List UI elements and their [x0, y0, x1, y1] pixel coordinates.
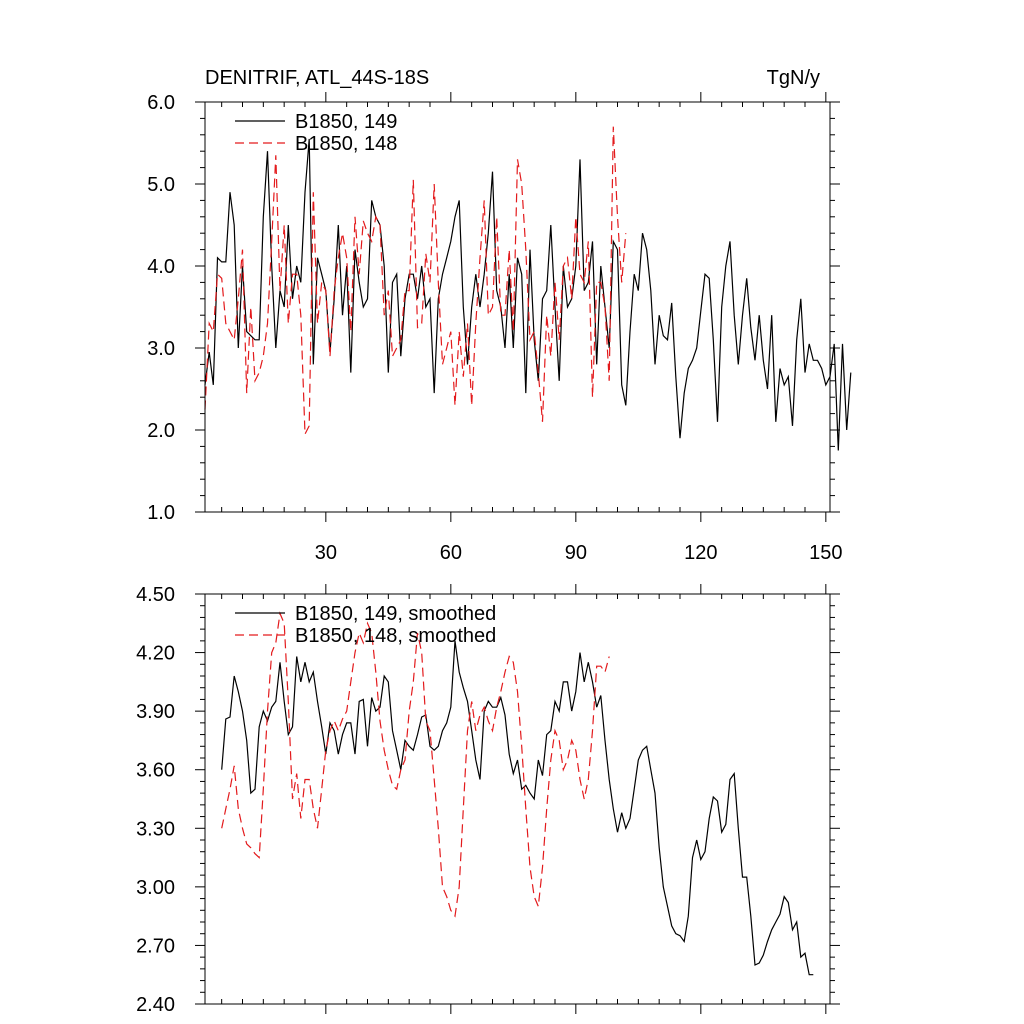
y-tick-label: 2.0	[147, 420, 175, 442]
y-tick-label: 4.0	[147, 256, 175, 278]
legend-label: B1850, 148	[295, 133, 397, 155]
series-line-run149	[204, 138, 852, 451]
y-tick-label: 1.0	[147, 502, 175, 524]
y-tick-label: 3.00	[136, 877, 175, 899]
x-tick-label: 120	[684, 542, 717, 564]
y-tick-label: 3.0	[147, 338, 175, 360]
bottom-chart-series	[221, 611, 814, 976]
y-tick-label: 4.50	[136, 584, 175, 606]
series-line-run148	[204, 126, 627, 437]
top-chart-series	[204, 126, 852, 451]
panel-title-right: TgN/y	[767, 67, 820, 89]
y-tick-label: 3.90	[136, 701, 175, 723]
legend-label: B1850, 148, smoothed	[295, 625, 496, 647]
legend-label: B1850, 149	[295, 111, 397, 133]
y-tick-label: 2.40	[136, 994, 175, 1016]
x-tick-label: 30	[315, 542, 337, 564]
plot-frame	[204, 101, 831, 513]
y-tick-label: 4.20	[136, 643, 175, 665]
y-tick-label: 3.30	[136, 818, 175, 840]
x-tick-label: 150	[809, 542, 842, 564]
series-line-run149	[221, 640, 814, 976]
top-chart-axes: 1.0 2.0 3.0 4.0 5.0 6.0 30 60 90 120 150	[147, 92, 843, 564]
panel-title-left: DENITRIF, ATL_44S-18S	[205, 67, 429, 89]
y-tick-label: 5.0	[147, 174, 175, 196]
bottom-chart-axes: 2.40 2.70 3.00 3.30 3.60 3.90 4.20 4.50	[136, 584, 840, 1016]
y-tick-label: 3.60	[136, 760, 175, 782]
legend-label: B1850, 149, smoothed	[295, 603, 496, 625]
plot-frame	[204, 593, 831, 1005]
y-tick-label: 2.70	[136, 935, 175, 957]
y-tick-label: 6.0	[147, 92, 175, 114]
top-chart: 1.0 2.0 3.0 4.0 5.0 6.0 30 60 90 120 150 B1850, 14…	[147, 92, 852, 564]
bottom-chart: 2.40 2.70 3.00 3.30 3.60 3.90 4.20 4.50 B1850, …	[136, 584, 840, 1016]
series-line-run148	[221, 611, 610, 918]
x-tick-label: 60	[440, 542, 462, 564]
x-tick-label: 90	[565, 542, 587, 564]
